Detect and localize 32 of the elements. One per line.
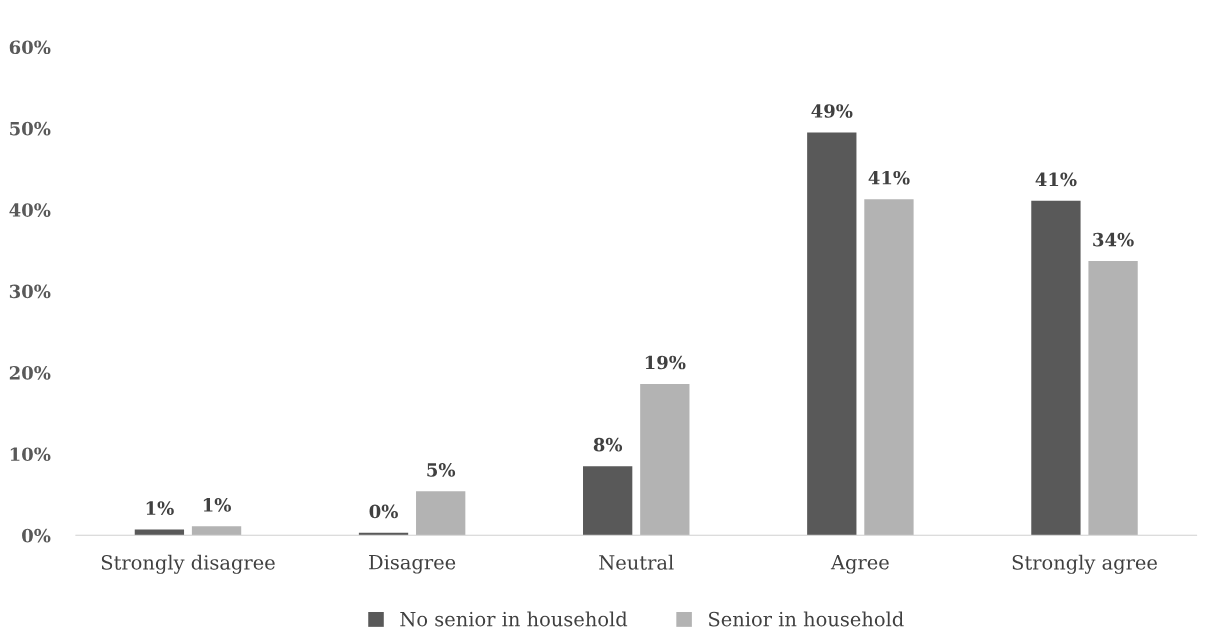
x-tick-label: Agree <box>830 555 889 574</box>
bar <box>1031 200 1081 536</box>
x-tick-label: Strongly agree <box>1012 554 1157 574</box>
data-label: 19% <box>645 355 686 370</box>
bar <box>191 526 242 536</box>
x-tick-label: Disagree <box>369 554 456 574</box>
y-tick-label: 50% <box>10 121 51 136</box>
data-label: 49% <box>811 104 853 118</box>
data-label: 41% <box>868 170 910 185</box>
y-tick-label: 10% <box>10 447 51 462</box>
y-tick-label: 0% <box>22 528 51 543</box>
y-tick-label: 30% <box>9 284 51 299</box>
x-tick-label: Neutral <box>599 554 674 570</box>
bar <box>640 383 690 536</box>
data-label: 1% <box>203 498 231 512</box>
bar <box>416 491 466 536</box>
x-tick-label: Strongly disagree <box>101 554 275 574</box>
bar <box>864 199 914 536</box>
y-tick-label: 40% <box>9 203 51 217</box>
data-label: 0% <box>369 504 398 519</box>
data-label: 41% <box>1035 172 1077 187</box>
data-label: 1% <box>146 501 174 515</box>
bar <box>1088 261 1138 536</box>
legend-label: Senior in household <box>709 611 904 627</box>
data-label: 5% <box>427 463 456 477</box>
y-tick-label: 60% <box>9 40 51 55</box>
data-label: 34% <box>1093 232 1134 247</box>
legend-label: No senior in household <box>400 611 628 627</box>
bar <box>807 132 857 536</box>
y-tick-label: 20% <box>9 365 51 380</box>
bar <box>583 466 633 536</box>
data-label: 8% <box>593 437 623 452</box>
